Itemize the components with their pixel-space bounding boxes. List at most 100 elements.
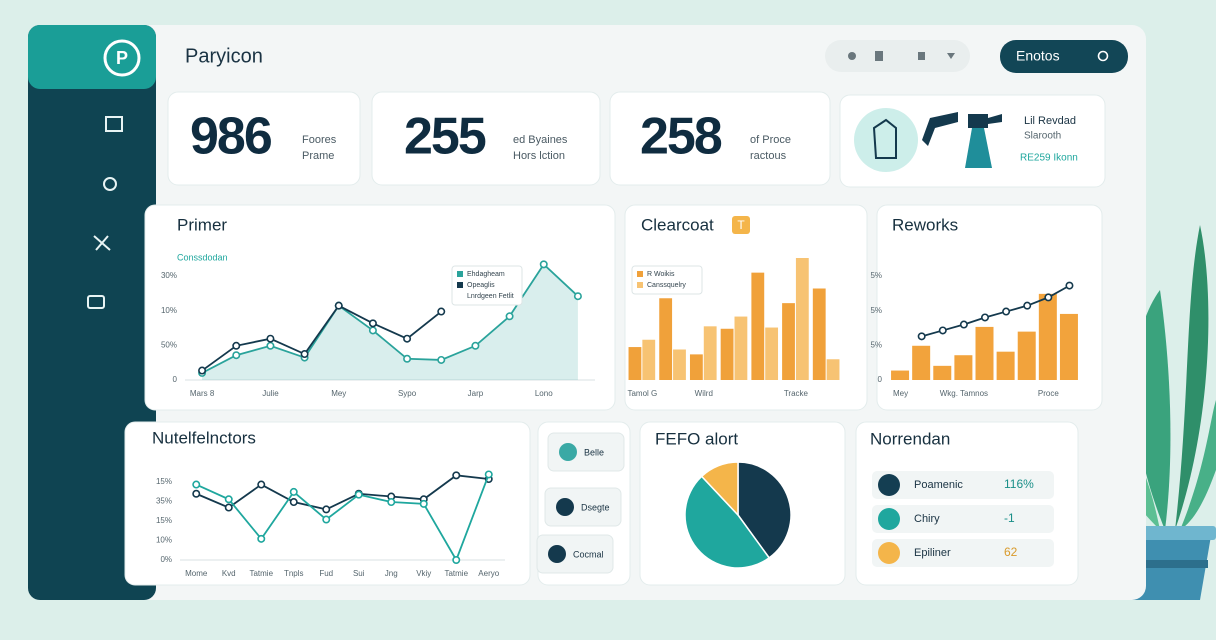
toolbar-icons xyxy=(848,51,955,61)
x-tick-label: Sypo xyxy=(398,389,417,398)
promo-title: Lil Revdad xyxy=(1024,115,1076,127)
bar xyxy=(1059,313,1078,380)
list-row xyxy=(872,539,1054,567)
search-box[interactable] xyxy=(1000,40,1128,73)
point xyxy=(354,490,363,499)
promo-note: RE259 Ikonn xyxy=(1020,153,1078,164)
point xyxy=(539,260,548,269)
toolbar-icon[interactable] xyxy=(875,51,883,61)
point xyxy=(266,334,275,343)
series-line xyxy=(195,474,490,563)
chart-title: Reworks xyxy=(892,215,958,234)
action-label: Cocmal xyxy=(573,549,604,559)
bar xyxy=(826,359,840,380)
point xyxy=(192,489,201,498)
point xyxy=(573,292,582,301)
nav-icon[interactable] xyxy=(93,235,111,251)
pie-slice xyxy=(700,461,739,517)
y-tick-label: 30% xyxy=(161,271,177,280)
toolbar-icon[interactable] xyxy=(918,52,925,60)
bar xyxy=(642,339,656,380)
x-tick-label: Proce xyxy=(1038,389,1059,398)
legend-swatch xyxy=(637,271,643,277)
point xyxy=(452,555,461,564)
list-title: Norrendan xyxy=(870,429,950,448)
y-tick-label: 10% xyxy=(161,306,177,315)
pie-slice xyxy=(684,475,771,569)
point xyxy=(1044,293,1053,302)
bar xyxy=(720,328,734,380)
kpi-label: Hors lction xyxy=(513,150,565,162)
nav-icon[interactable] xyxy=(87,295,105,309)
bar xyxy=(765,327,779,380)
list-row xyxy=(872,505,1054,533)
list-row xyxy=(872,471,1054,499)
sidebar xyxy=(28,25,156,600)
point xyxy=(437,355,446,364)
point xyxy=(198,366,207,375)
series-area xyxy=(202,264,578,380)
toolbar-icon[interactable] xyxy=(947,53,955,59)
nav-icon[interactable] xyxy=(103,177,117,191)
y-tick-label: 15% xyxy=(156,516,172,525)
point xyxy=(322,515,331,524)
action-button[interactable] xyxy=(547,432,625,472)
action-icon xyxy=(559,443,577,461)
x-tick-label: Mome xyxy=(185,569,208,578)
kpi-label: ed Byaines xyxy=(513,134,568,146)
kpi-value: 258 xyxy=(640,108,722,166)
kpi-label: Foores xyxy=(302,134,337,146)
point xyxy=(403,354,412,363)
point xyxy=(1023,301,1032,310)
legend-note: Lnrdgeen Fetlit xyxy=(467,293,514,300)
chart-title: Primer xyxy=(177,215,227,234)
y-tick-label: 10% xyxy=(156,536,172,545)
bar xyxy=(751,272,765,380)
toolbar-icon[interactable] xyxy=(848,52,856,60)
point xyxy=(452,471,461,480)
pie-slice xyxy=(737,461,792,559)
action-button[interactable] xyxy=(536,534,614,574)
point xyxy=(368,326,377,335)
nav-icon[interactable] xyxy=(105,116,123,132)
bar xyxy=(812,288,826,380)
chart-title: Nutelfelnctors xyxy=(152,428,256,447)
x-tick-label: Wkg. Tamnos xyxy=(940,389,988,398)
point xyxy=(419,499,428,508)
y-tick-label: 5% xyxy=(870,306,882,315)
kpi-card xyxy=(167,91,361,186)
kpi-label: Prame xyxy=(302,150,334,162)
search-icon[interactable] xyxy=(1097,50,1109,62)
kpi-card xyxy=(371,91,601,186)
bar xyxy=(659,298,673,380)
point xyxy=(1002,307,1011,316)
chart-title: FEFO alort xyxy=(655,429,738,448)
point xyxy=(471,341,480,350)
point xyxy=(289,487,298,496)
action-icon xyxy=(548,545,566,563)
point xyxy=(959,320,968,329)
bar xyxy=(891,370,910,380)
point xyxy=(484,470,493,479)
action-button[interactable] xyxy=(544,487,622,527)
badge-text: T xyxy=(737,218,745,232)
x-tick-label: Sui xyxy=(353,569,365,578)
x-tick-label: Wilrd xyxy=(695,389,713,398)
point xyxy=(387,498,396,507)
y-tick-label: 5% xyxy=(870,271,882,280)
point xyxy=(403,334,412,343)
kpi-value: 255 xyxy=(404,108,486,166)
bar xyxy=(975,326,994,380)
y-tick-label: 0 xyxy=(878,375,883,384)
point xyxy=(300,350,309,359)
action-label: Belle xyxy=(584,447,604,457)
point xyxy=(938,326,947,335)
y-tick-label: 50% xyxy=(161,340,177,349)
bar xyxy=(734,316,748,380)
point xyxy=(437,307,446,316)
action-icon xyxy=(556,498,574,516)
x-tick-label: Jng xyxy=(385,569,398,578)
point xyxy=(257,534,266,543)
list-name: Chiry xyxy=(914,513,940,525)
kpi-card xyxy=(609,91,831,186)
